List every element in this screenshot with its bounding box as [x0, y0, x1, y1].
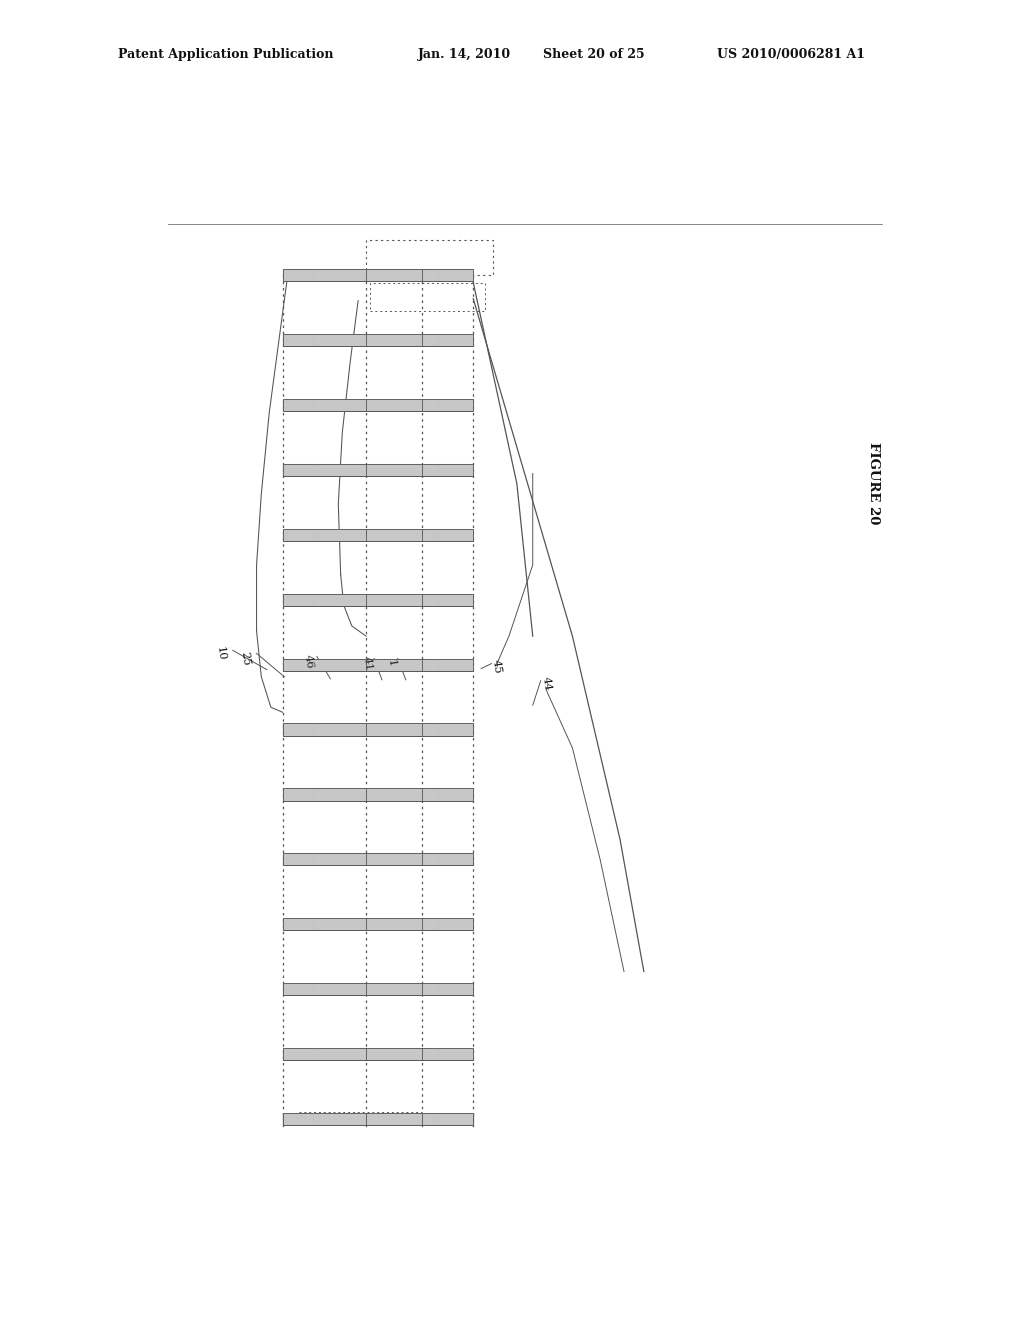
Text: Jan. 14, 2010: Jan. 14, 2010 — [418, 48, 511, 61]
Text: FIGURE 20: FIGURE 20 — [867, 442, 881, 525]
Bar — [283, 399, 473, 411]
Bar — [283, 983, 473, 995]
Bar — [283, 594, 473, 606]
Text: 10: 10 — [215, 645, 226, 661]
Bar — [283, 919, 473, 931]
Text: 1: 1 — [386, 659, 397, 668]
Text: 25: 25 — [240, 651, 252, 667]
Bar — [283, 1113, 473, 1125]
Text: Sheet 20 of 25: Sheet 20 of 25 — [543, 48, 644, 61]
Bar — [283, 853, 473, 866]
Text: US 2010/0006281 A1: US 2010/0006281 A1 — [717, 48, 865, 61]
Bar — [283, 723, 473, 735]
Bar — [283, 334, 473, 346]
Text: 46: 46 — [303, 653, 315, 669]
Text: Patent Application Publication: Patent Application Publication — [118, 48, 333, 61]
Text: 45: 45 — [492, 659, 503, 675]
Text: 44: 44 — [541, 676, 552, 692]
Bar — [283, 1048, 473, 1060]
Bar — [283, 463, 473, 477]
Bar — [283, 659, 473, 671]
Bar — [283, 788, 473, 800]
Bar — [283, 269, 473, 281]
Text: 41: 41 — [361, 656, 374, 672]
Bar — [283, 529, 473, 541]
